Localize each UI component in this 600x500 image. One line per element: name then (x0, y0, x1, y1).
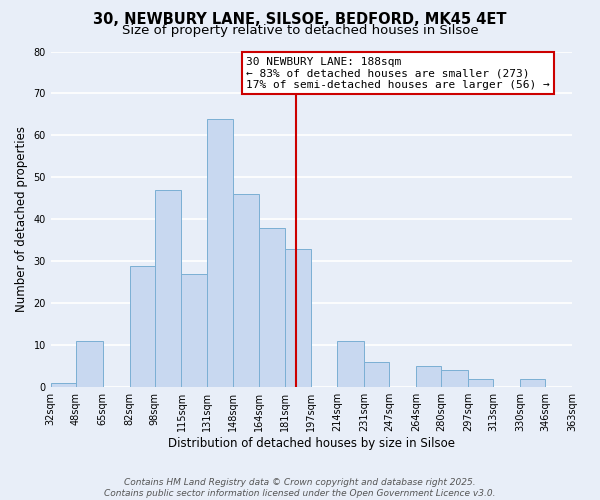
Bar (520, 379, 545, 387)
Text: 30 NEWBURY LANE: 188sqm
← 83% of detached houses are smaller (273)
17% of semi-d: 30 NEWBURY LANE: 188sqm ← 83% of detache… (246, 56, 550, 90)
Y-axis label: Number of detached properties: Number of detached properties (15, 126, 28, 312)
Bar (337, 341, 364, 387)
Bar (468, 379, 493, 387)
Bar (206, 118, 233, 387)
Text: 30, NEWBURY LANE, SILSOE, BEDFORD, MK45 4ET: 30, NEWBURY LANE, SILSOE, BEDFORD, MK45 … (93, 12, 507, 28)
Text: Size of property relative to detached houses in Silsoe: Size of property relative to detached ho… (122, 24, 478, 37)
Bar (259, 228, 286, 387)
Bar (364, 362, 389, 387)
Bar (441, 370, 468, 387)
Bar (130, 266, 155, 387)
Bar (181, 274, 206, 387)
Bar (286, 248, 311, 387)
Bar (233, 194, 259, 387)
Bar (51, 383, 76, 387)
Bar (416, 366, 441, 387)
X-axis label: Distribution of detached houses by size in Silsoe: Distribution of detached houses by size … (168, 437, 455, 450)
Text: Contains HM Land Registry data © Crown copyright and database right 2025.
Contai: Contains HM Land Registry data © Crown c… (104, 478, 496, 498)
Bar (155, 190, 181, 387)
Bar (76, 341, 103, 387)
